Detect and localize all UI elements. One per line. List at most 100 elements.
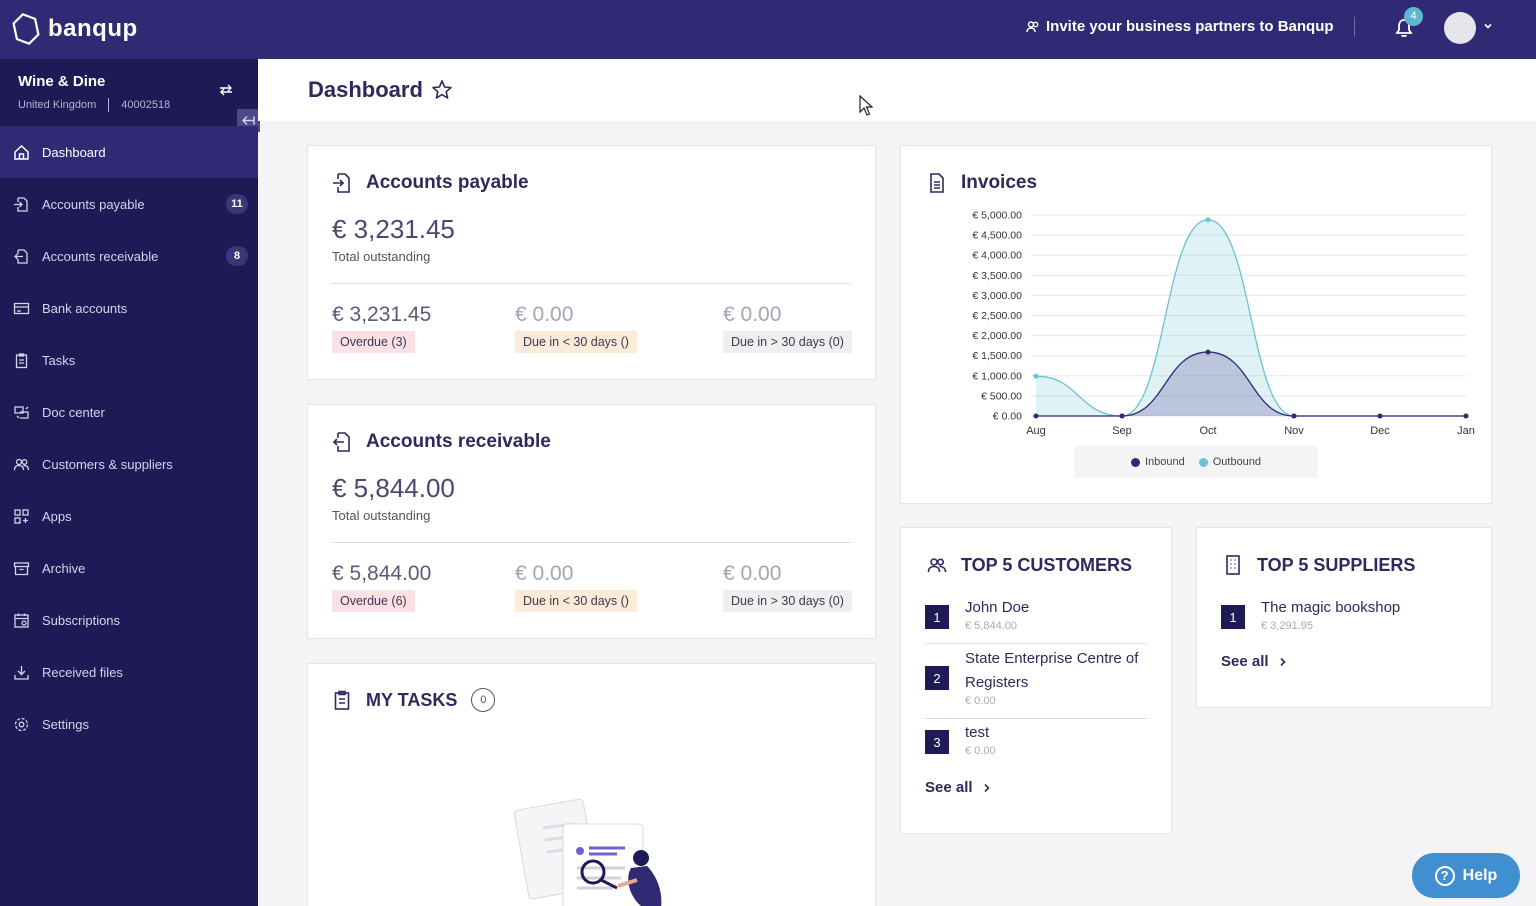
file-out-icon bbox=[14, 248, 28, 264]
accounts-payable-card[interactable]: Accounts payable € 3,231.45 Total outsta… bbox=[307, 145, 876, 380]
legend-label: Inbound bbox=[1144, 456, 1185, 468]
page-title-text: Dashboard bbox=[308, 77, 423, 102]
sidebar-item-label: Bank accounts bbox=[42, 300, 128, 316]
sidebar-item-subscriptions[interactable]: Subscriptions bbox=[0, 594, 258, 646]
outbound-point bbox=[1033, 373, 1039, 379]
banqup-logo[interactable]: banqup bbox=[12, 12, 138, 46]
y-tick-label: € 0.00 bbox=[993, 411, 1022, 423]
sidebar-item-customers-suppliers[interactable]: Customers & suppliers bbox=[0, 438, 258, 490]
sidebar-item-bank-accounts[interactable]: Bank accounts bbox=[0, 282, 258, 334]
avatar[interactable] bbox=[1444, 12, 1476, 44]
x-tick-label: Jan bbox=[1457, 425, 1475, 437]
customer-amount: € 0.00 bbox=[965, 745, 996, 757]
inbound-point bbox=[1291, 413, 1297, 419]
card-header: Accounts receivable bbox=[332, 431, 551, 453]
sidebar-item-settings[interactable]: Settings bbox=[0, 698, 258, 750]
y-tick-label: € 2,000.00 bbox=[972, 330, 1022, 342]
sidebar-item-label: Archive bbox=[42, 560, 86, 576]
bank-card-icon bbox=[13, 302, 30, 314]
invoices-chart: € 0.00 € 500.00 € 1,000.00 € 1,500.00 € 2,00… bbox=[972, 210, 1475, 438]
receivable-count-badge: 8 bbox=[226, 246, 248, 266]
receivable-total-label: Total outstanding bbox=[332, 508, 431, 523]
tasks-count-badge: 0 bbox=[471, 688, 496, 712]
y-tick-label: € 5,000.00 bbox=[972, 210, 1022, 222]
sidebar-item-label: Subscriptions bbox=[42, 612, 121, 628]
chevron-right-icon bbox=[983, 783, 990, 792]
suppliers-see-all-link[interactable]: See all bbox=[1221, 653, 1287, 670]
divider bbox=[332, 542, 851, 543]
receivable-overdue-stat[interactable]: € 5,844.00 Overdue (6) bbox=[332, 562, 431, 612]
due-later-pill: Due in > 30 days (0) bbox=[723, 331, 852, 353]
overdue-amount: € 3,231.45 bbox=[332, 303, 432, 326]
x-tick-label: Sep bbox=[1112, 425, 1132, 437]
supplier-row[interactable]: 1 The magic bookshop € 3,291.95 bbox=[1221, 596, 1400, 632]
sidebar-item-received-files[interactable]: Received files bbox=[0, 646, 258, 698]
switch-company-icon[interactable] bbox=[218, 83, 234, 97]
y-tick-label: € 500.00 bbox=[981, 390, 1022, 402]
due-soon-amount: € 0.00 bbox=[515, 303, 574, 326]
outbound-swatch bbox=[1198, 457, 1208, 467]
legend-label: Outbound bbox=[1212, 456, 1262, 468]
legend-item-outbound[interactable]: Outbound bbox=[1198, 456, 1262, 468]
sidebar-item-accounts-receivable[interactable]: Accounts receivable 8 bbox=[0, 230, 258, 282]
customer-row[interactable]: 1 John Doe € 5,844.00 bbox=[925, 596, 1029, 632]
my-tasks-card: MY TASKS 0 bbox=[307, 663, 876, 906]
sidebar-item-archive[interactable]: Archive bbox=[0, 542, 258, 594]
card-header: MY TASKS 0 bbox=[332, 688, 496, 712]
y-tick-label: € 1,500.00 bbox=[972, 350, 1022, 362]
file-in-icon bbox=[333, 173, 350, 193]
invoices-card: Invoices € 0.00 € 500.00 € 1,000.00 € 1,500… bbox=[900, 145, 1492, 504]
accounts-receivable-card[interactable]: Accounts receivable € 5,844.00 Total out… bbox=[307, 404, 876, 639]
y-tick-label: € 3,000.00 bbox=[972, 290, 1022, 302]
payable-count-badge: 11 bbox=[226, 194, 248, 214]
top-suppliers-card: TOP 5 SUPPLIERS 1 The magic bookshop € 3… bbox=[1196, 527, 1492, 708]
card-title: Accounts payable bbox=[366, 172, 529, 193]
card-title: TOP 5 CUSTOMERS bbox=[961, 554, 1133, 575]
sidebar-item-doc-center[interactable]: Doc center bbox=[0, 386, 258, 438]
invoice-document-icon bbox=[930, 173, 944, 193]
sidebar-item-apps[interactable]: Apps bbox=[0, 490, 258, 542]
sidebar-item-accounts-payable[interactable]: Accounts payable 11 bbox=[0, 178, 258, 230]
top-bar: banqup Invite your business partners to … bbox=[0, 0, 1536, 59]
invite-partners-link[interactable]: Invite your business partners to Banqup bbox=[1026, 18, 1334, 35]
customer-row[interactable]: 2 State Enterprise Centre of Registers €… bbox=[925, 647, 1149, 707]
company-info: Wine & Dine United Kingdom 40002518 bbox=[18, 73, 170, 112]
legend-item-inbound[interactable]: Inbound bbox=[1130, 456, 1185, 468]
card-title: Accounts receivable bbox=[366, 431, 551, 452]
people-icon bbox=[927, 558, 947, 573]
company-country: United Kingdom bbox=[18, 99, 97, 111]
due-later-amount: € 0.00 bbox=[723, 562, 782, 585]
supplier-amount: € 3,291.95 bbox=[1261, 620, 1313, 632]
card-title: MY TASKS bbox=[366, 689, 458, 710]
payable-overdue-stat[interactable]: € 3,231.45 Overdue (3) bbox=[332, 303, 431, 353]
payable-due-later-stat[interactable]: € 0.00 Due in > 30 days (0) bbox=[723, 303, 852, 353]
clipboard-icon bbox=[334, 690, 350, 710]
help-button[interactable]: ? Help bbox=[1412, 853, 1520, 898]
gear-icon bbox=[14, 717, 29, 731]
customer-name: State Enterprise Centre of Registers bbox=[965, 650, 1139, 691]
sidebar-item-dashboard[interactable]: Dashboard bbox=[0, 126, 258, 178]
see-all-label: See all bbox=[1221, 653, 1269, 670]
customer-name: test bbox=[965, 724, 990, 741]
chart-legend: Inbound Outbound bbox=[1074, 446, 1318, 478]
sidebar-item-tasks[interactable]: Tasks bbox=[0, 334, 258, 386]
sidebar-item-label: Dashboard bbox=[42, 144, 106, 160]
logo-shield-icon bbox=[12, 13, 40, 45]
sidebar-item-label: Accounts receivable bbox=[42, 248, 159, 264]
notification-count-badge: 4 bbox=[1404, 7, 1423, 26]
sidebar-item-label: Doc center bbox=[42, 404, 105, 420]
mouse-cursor-icon bbox=[859, 95, 873, 116]
company-id: 40002518 bbox=[121, 99, 171, 111]
receivable-due-soon-stat[interactable]: € 0.00 Due in < 30 days () bbox=[515, 562, 637, 612]
customer-amount: € 0.00 bbox=[965, 695, 996, 707]
archive-icon bbox=[13, 561, 30, 575]
payable-due-soon-stat[interactable]: € 0.00 Due in < 30 days () bbox=[515, 303, 637, 353]
doc-center-icon bbox=[14, 405, 29, 419]
customer-row[interactable]: 3 test € 0.00 bbox=[925, 721, 996, 757]
customers-see-all-link[interactable]: See all bbox=[925, 779, 991, 796]
help-label: Help bbox=[1462, 866, 1498, 884]
chevron-down-icon[interactable] bbox=[1482, 20, 1494, 32]
receivable-due-later-stat[interactable]: € 0.00 Due in > 30 days (0) bbox=[723, 562, 852, 612]
star-icon[interactable] bbox=[431, 79, 453, 101]
sidebar-item-label: Tasks bbox=[42, 352, 76, 368]
